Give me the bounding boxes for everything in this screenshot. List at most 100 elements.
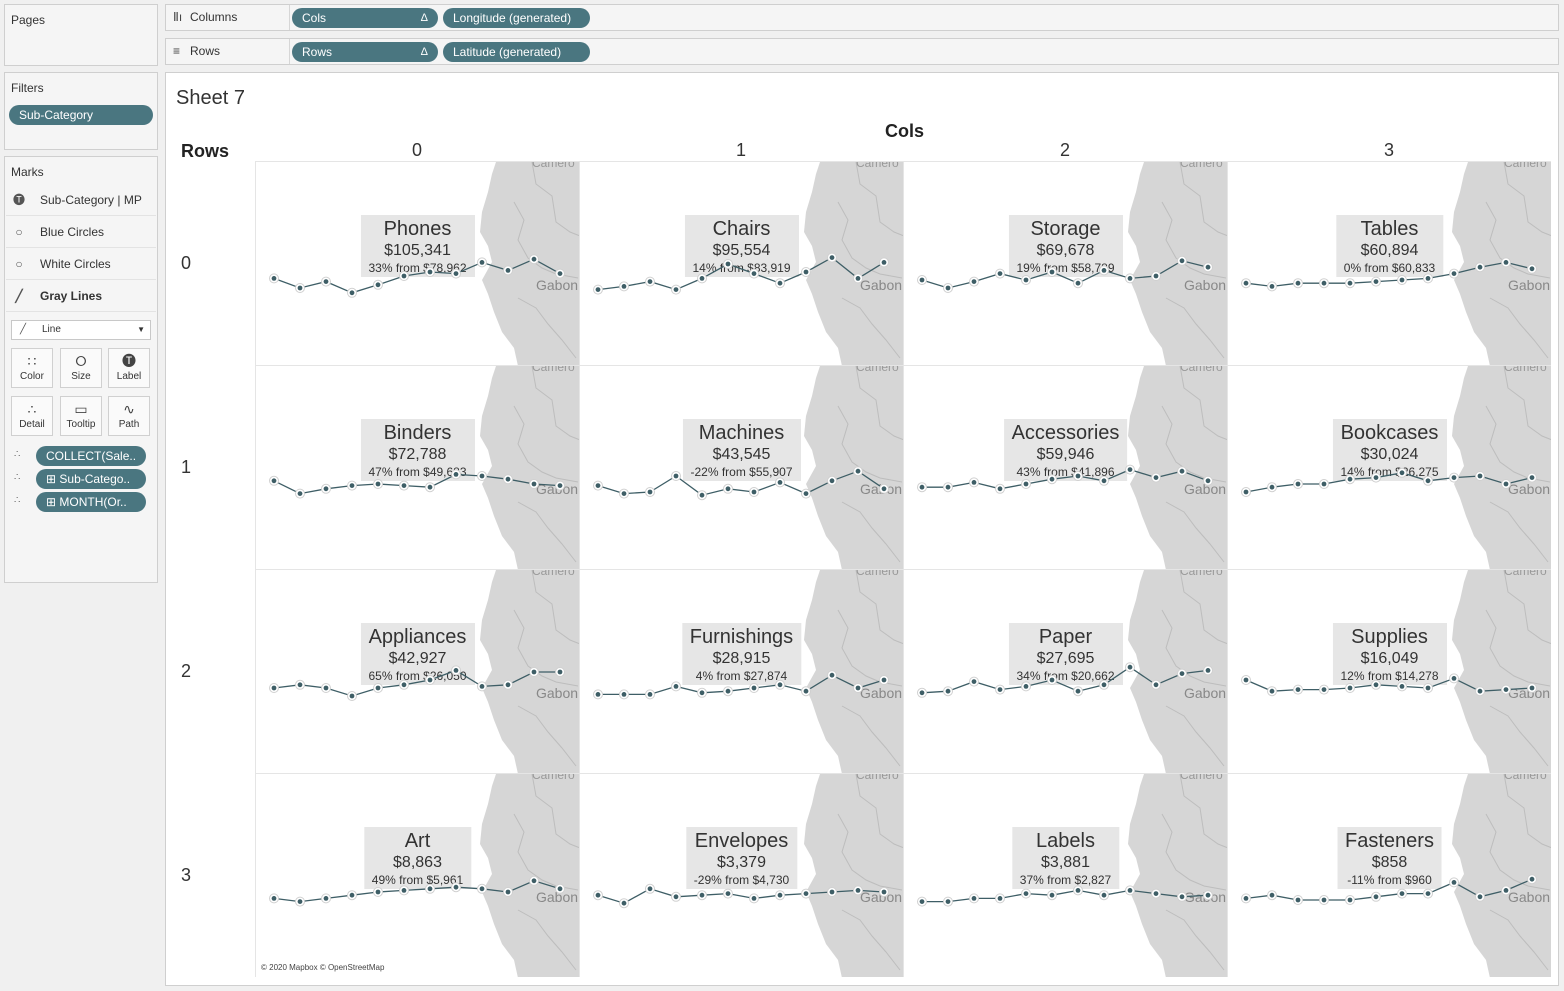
- blue-circle-mark: [1321, 280, 1327, 286]
- map-background: [804, 774, 903, 977]
- blue-circle-mark: [855, 468, 861, 474]
- cols-pill[interactable]: Cols Δ: [292, 8, 438, 28]
- map-credit: © 2020 Mapbox © OpenStreetMap: [261, 963, 385, 972]
- map-label-gabon: Gabon: [1184, 481, 1227, 497]
- map-background: [1128, 774, 1227, 977]
- change-text: 65% from $26,050: [368, 669, 467, 683]
- subcategory-name: Fasteners: [1345, 830, 1434, 852]
- country-border: [531, 366, 579, 441]
- cell-machines[interactable]: CameroGabonMachines$43,545-22% from $55,…: [579, 365, 903, 569]
- blue-circle-mark: [323, 486, 329, 492]
- map-label-gabon: Gabon: [860, 277, 903, 293]
- blue-circle-mark: [375, 685, 381, 691]
- filters-panel: Filters Sub-Category: [4, 72, 158, 150]
- sales-value: $105,341: [384, 242, 451, 259]
- blue-circle-mark: [1179, 468, 1185, 474]
- blue-circle-mark: [751, 685, 757, 691]
- sparkline: [269, 469, 565, 499]
- path-button[interactable]: ∿ Path: [108, 396, 150, 436]
- sparkline: [1241, 257, 1537, 292]
- marks-layer-white-circles[interactable]: ○ White Circles: [6, 249, 156, 280]
- blue-circle-mark: [997, 896, 1003, 901]
- cell-phones[interactable]: Camero Gabon Phones $105,341 33% from $78,96…: [255, 161, 579, 365]
- blue-circle-mark: [323, 896, 329, 901]
- country-border: [1165, 501, 1225, 563]
- cell-chairs[interactable]: Camero Gabon Chairs $95,554 14% from $83,919: [579, 161, 903, 365]
- detail-button[interactable]: ∴ Detail: [11, 396, 53, 436]
- cell-tables[interactable]: Camero Gabon Tables $60,894 0% from $60,833: [1227, 161, 1551, 365]
- sales-value: $72,788: [388, 446, 447, 463]
- rows-pill[interactable]: Rows Δ: [292, 42, 438, 62]
- rows-shelf[interactable]: ≡ Rows Rows Δ Latitude (generated): [165, 38, 1559, 65]
- subcategory-label: Supplies $16,049 12% from $14,278: [1332, 623, 1447, 685]
- blue-circle-mark: [531, 669, 537, 675]
- latitude-pill[interactable]: Latitude (generated): [443, 42, 590, 62]
- longitude-pill[interactable]: Longitude (generated): [443, 8, 590, 28]
- country-border: [1489, 297, 1549, 359]
- country-border: [1161, 609, 1227, 687]
- subcategory-name: Art: [404, 830, 431, 852]
- delta-icon: Δ: [420, 46, 428, 58]
- cell-envelopes[interactable]: Camero Gabon Envelopes $3,379 -29% from $4,7…: [579, 773, 903, 977]
- sparkline-path: [922, 468, 1209, 490]
- blue-circle-mark: [1023, 481, 1029, 487]
- cell-appliances[interactable]: Camero Gabon Appliances $42,927 65% from $26…: [255, 569, 579, 773]
- country-border: [855, 366, 903, 441]
- map-label-top: Camero: [856, 773, 899, 782]
- label-button[interactable]: 🅣 Label: [108, 348, 150, 388]
- sparkline: [269, 875, 565, 907]
- change-text: 19% from $58,789: [1016, 261, 1115, 275]
- rows-icon: ≡: [173, 44, 181, 58]
- change-text: 47% from $49,683: [368, 465, 467, 479]
- blue-circle-mark: [479, 684, 485, 689]
- marks-layer-blue-circles[interactable]: ○ Blue Circles: [6, 217, 156, 248]
- blue-circle-mark: [401, 273, 407, 279]
- cell-storage[interactable]: Camero Gabon Storage $69,678 19% from $58,78…: [903, 161, 1227, 365]
- map-label-top: Camero: [856, 569, 899, 578]
- blue-circle-mark: [375, 481, 381, 487]
- change-text: 34% from $20,662: [1016, 669, 1115, 683]
- cell-fasteners[interactable]: Camero Gabon Fasteners $858 -11% from $960: [1227, 773, 1551, 977]
- columns-shelf[interactable]: Ⅱı Columns Cols Δ Longitude (generated): [165, 4, 1559, 31]
- color-button[interactable]: ∷ Color: [11, 348, 53, 388]
- cell-bookcases[interactable]: Camero Gabon Bookcases $30,024 14% from $26,…: [1227, 365, 1551, 569]
- cell-art[interactable]: Camero Gabon Art $8,863 49% from $5,961: [255, 773, 579, 977]
- cell-furnishings[interactable]: Camero Gabon Furnishings $28,915 4% from $27…: [579, 569, 903, 773]
- map-label-gabon: Gabon: [1184, 685, 1227, 701]
- blue-circle-mark: [1179, 671, 1185, 676]
- col-header: 2: [1059, 140, 1070, 160]
- sparkline-path: [598, 674, 885, 696]
- sparkline-path: [273, 473, 561, 495]
- blue-circle-mark: [725, 261, 731, 267]
- blue-circle-mark: [751, 271, 757, 276]
- sales-value: $69,678: [1036, 242, 1095, 259]
- cell-accessories[interactable]: Camero Gabon Accessories $59,946 43% from $4…: [903, 365, 1227, 569]
- sub-category-filter-pill[interactable]: Sub-Category: [9, 105, 153, 125]
- map-label-top: Camero: [1180, 365, 1223, 374]
- subcategory-name: Accessories: [1011, 422, 1120, 444]
- country-border: [1161, 813, 1227, 891]
- marks-layer-sub-category[interactable]: 🅣 Sub-Category | MP: [6, 185, 156, 216]
- blue-circle-mark: [1269, 688, 1275, 694]
- marks-layer-gray-lines[interactable]: ╱ Gray Lines: [6, 281, 156, 312]
- cell-supplies[interactable]: Camero Gabon Supplies $16,049 12% from $14,2…: [1227, 569, 1551, 773]
- map-label-top: Camero: [1504, 161, 1547, 170]
- size-button[interactable]: ⭘ Size: [60, 348, 102, 388]
- blue-circle-mark: [1269, 484, 1275, 490]
- blue-circle-mark: [751, 489, 757, 495]
- blue-circle-mark: [1347, 476, 1353, 482]
- blue-circle-mark: [479, 473, 485, 479]
- map-label-gabon: Gabon: [1508, 277, 1551, 293]
- sales-value: $28,915: [712, 650, 771, 667]
- tooltip-button[interactable]: ▭ Tooltip: [60, 396, 102, 436]
- mark-type-select[interactable]: ╱ Line ▼: [11, 320, 151, 340]
- map-label-top: Camero: [532, 773, 575, 782]
- blue-circle-mark: [453, 271, 459, 276]
- cell-paper[interactable]: Camero Gabon Paper $27,695 34% from $20,662: [903, 569, 1227, 773]
- blue-circle-mark: [1503, 888, 1509, 893]
- expand-icon: ⊞: [46, 495, 60, 509]
- blue-circle-mark: [1451, 271, 1457, 276]
- map-background: [480, 774, 579, 977]
